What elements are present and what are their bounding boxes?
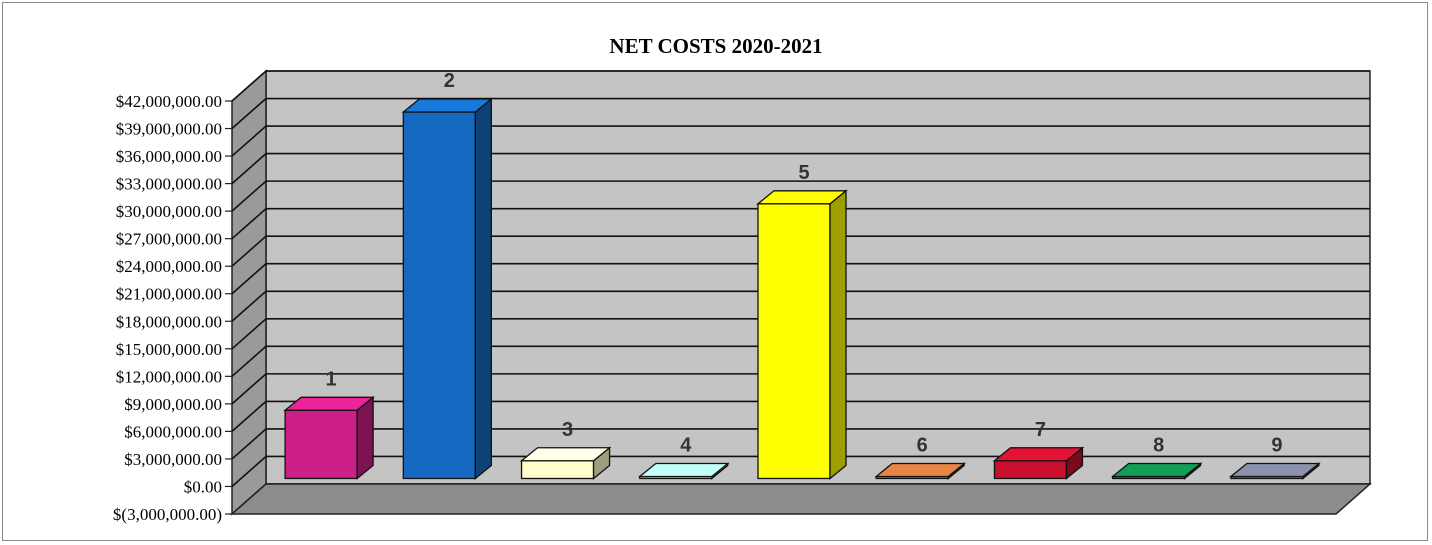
bar-data-label: 4 [680,434,692,456]
bar-side [829,189,847,480]
gridline [231,180,1370,212]
y-tick-label: $36,000,000.00 [116,147,222,166]
y-tick-label: $12,000,000.00 [116,367,222,386]
gridline [231,400,1370,432]
bar-data-label: 3 [562,419,573,441]
bar-side [356,395,374,480]
bar-front [520,460,595,480]
bar-data-label: 9 [1271,434,1282,456]
bar-top [1110,462,1203,478]
y-tick-label: $27,000,000.00 [116,230,222,249]
bar-data-label: 1 [326,368,337,390]
gridline [231,345,1370,377]
y-tick-label: $18,000,000.00 [116,312,222,331]
y-tick-label: $15,000,000.00 [116,340,222,359]
y-tick-label: $39,000,000.00 [116,120,222,139]
gridline [231,152,1370,185]
bar-data-label: 6 [917,434,928,456]
y-tick-label: $(3,000,000.00) [113,505,222,524]
gridline [231,235,1370,267]
gridline [231,428,1370,460]
plot-floor [230,483,1372,515]
bar-top [874,462,967,478]
bar-data-label: 8 [1153,434,1164,456]
y-tick-label: $24,000,000.00 [116,257,222,276]
bar-top [756,190,848,205]
y-tick-label: $33,000,000.00 [116,175,222,194]
gridline [231,97,1370,130]
bar-top [401,98,494,113]
bar-side [474,97,492,480]
gridline [231,207,1370,240]
bar-top [519,447,612,462]
bar-data-label: 7 [1035,419,1046,441]
y-tick-label: $21,000,000.00 [116,285,222,304]
y-tick-label: $3,000,000.00 [124,450,222,469]
gridline [231,70,1370,102]
bar-top [637,462,730,478]
chart-title: NET COSTS 2020-2021 [609,34,822,58]
gridline [231,125,1370,157]
y-tick-label: $0.00 [184,477,222,496]
bar-data-label: 2 [444,70,455,92]
bar-top [1229,462,1321,478]
bar-front [402,111,476,480]
gridline [231,262,1370,295]
plot-side-wall [231,69,267,516]
bar-data-label: 5 [798,162,809,184]
gridline [231,317,1370,350]
bar-front [284,409,358,480]
y-tick-label: $30,000,000.00 [116,202,222,221]
y-tick-label: $42,000,000.00 [116,92,222,111]
bar-front [993,460,1068,480]
gridline [231,373,1370,405]
gridline [231,290,1370,322]
bar-top [992,447,1085,462]
bar-front [757,203,831,480]
y-tick-label: $9,000,000.00 [124,395,222,414]
y-tick-label: $6,000,000.00 [124,422,222,441]
bar-top [283,396,375,411]
